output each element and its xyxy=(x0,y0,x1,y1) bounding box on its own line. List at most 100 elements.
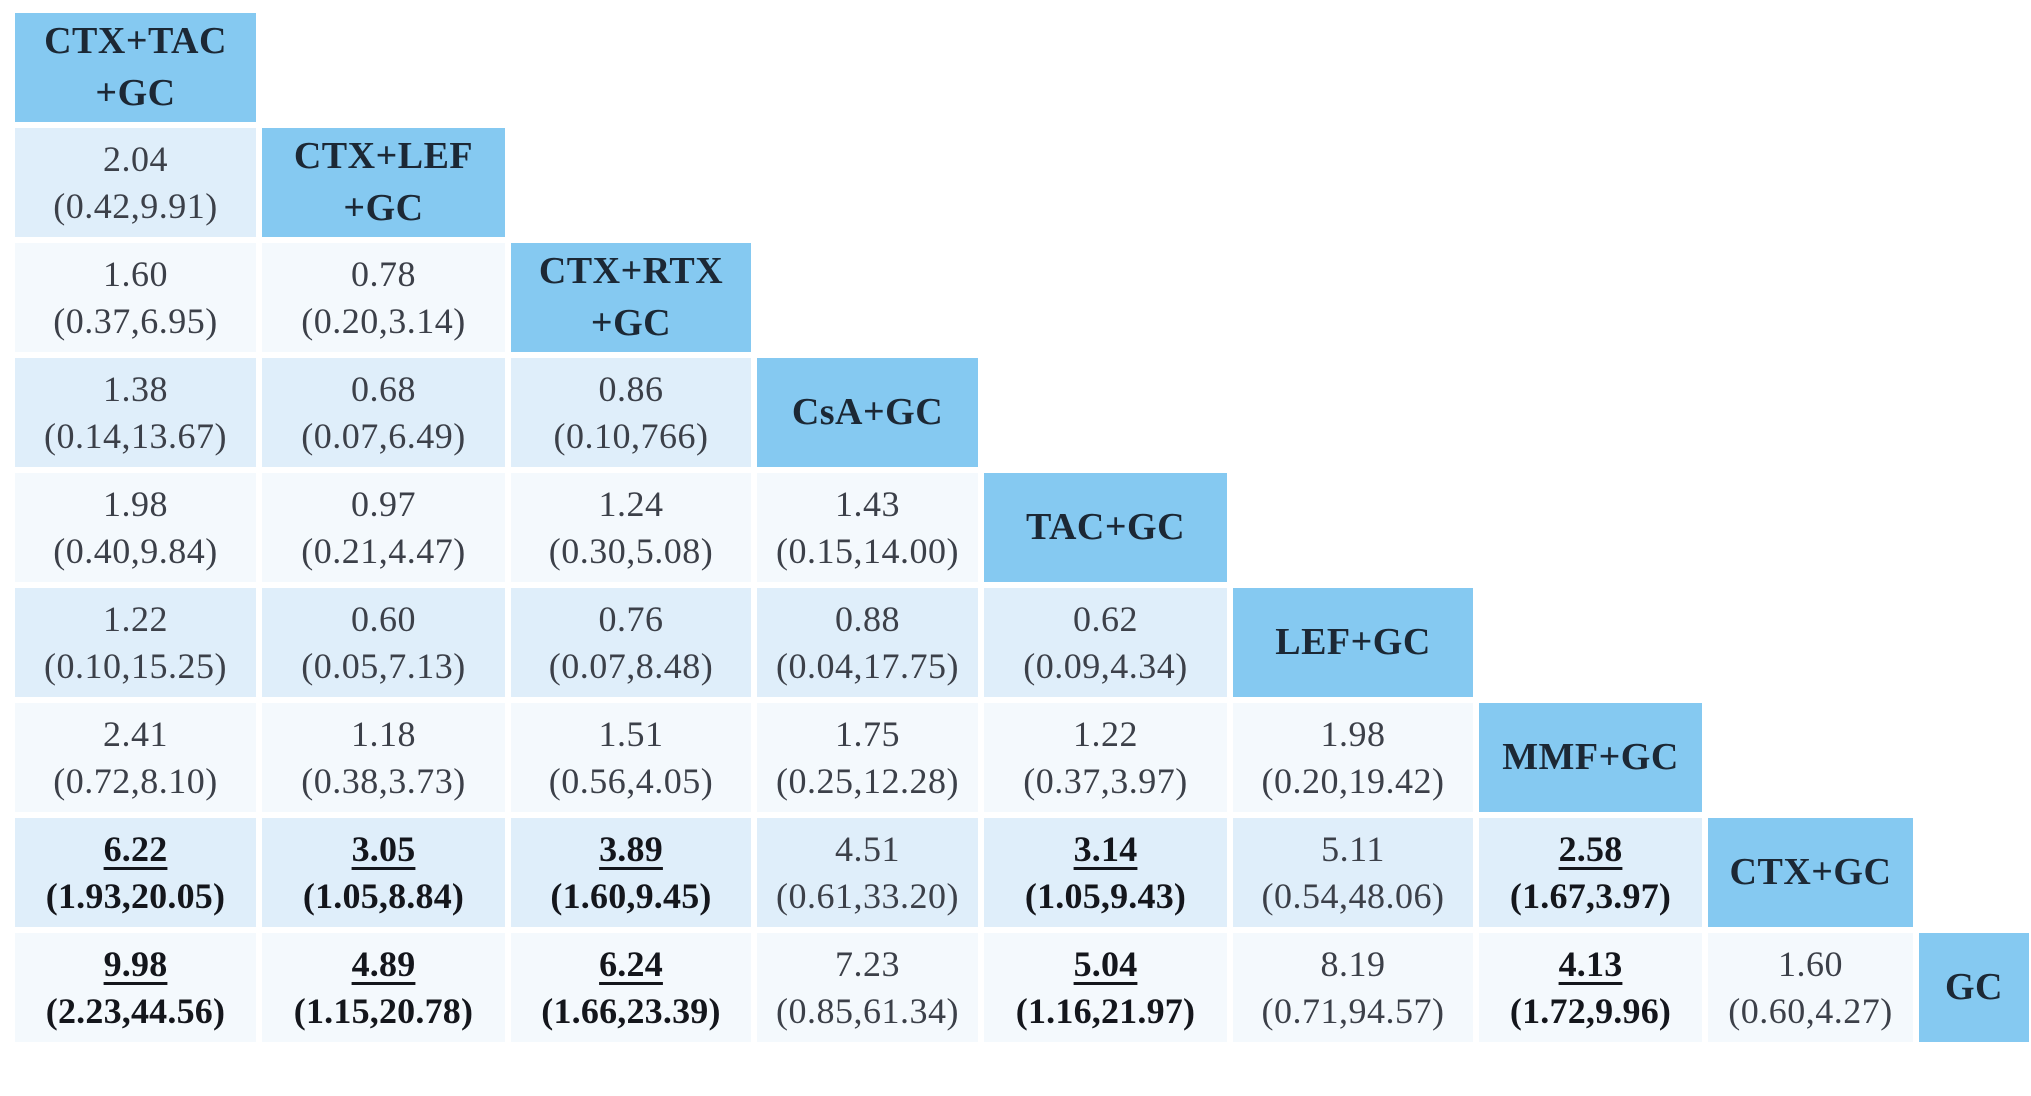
comparison-cell: 1.22 (0.10,15.25) xyxy=(15,588,256,697)
confidence-interval: (1.16,21.97) xyxy=(1015,990,1196,1031)
estimate-value: 3.89 xyxy=(599,829,663,870)
confidence-interval: (0.09,4.34) xyxy=(1023,645,1188,686)
comparison-cell: 2.58 (1.67,3.97) xyxy=(1479,818,1702,927)
confidence-interval: (0.20,3.14) xyxy=(301,300,466,341)
treatment-cell: CTX+TAC +GC xyxy=(15,13,256,122)
treatment-label: +GC xyxy=(95,71,176,114)
treatment-label: LEF+GC xyxy=(1275,620,1431,663)
estimate-value: 7.23 xyxy=(835,944,900,985)
treatment-cell: CsA+GC xyxy=(757,358,978,467)
confidence-interval: (0.25,12.28) xyxy=(776,760,959,801)
treatment-cell: GC xyxy=(1919,933,2029,1042)
confidence-interval: (0.71,94.57) xyxy=(1261,990,1445,1031)
confidence-interval: (0.20,19.42) xyxy=(1261,760,1445,801)
comparison-cell: 0.78 (0.20,3.14) xyxy=(262,243,505,352)
estimate-value: 1.18 xyxy=(351,714,416,755)
estimate-value: 4.51 xyxy=(835,829,900,870)
comparison-cell: 0.60 (0.05,7.13) xyxy=(262,588,505,697)
confidence-interval: (0.37,3.97) xyxy=(1023,760,1188,801)
comparison-cell: 5.11 (0.54,48.06) xyxy=(1233,818,1473,927)
estimate-value: 1.22 xyxy=(103,599,168,640)
comparison-cell: 1.98 (0.40,9.84) xyxy=(15,473,256,582)
estimate-value: 6.22 xyxy=(103,829,168,870)
treatment-cell: CTX+LEF +GC xyxy=(262,128,505,237)
treatment-cell: CTX+RTX +GC xyxy=(511,243,751,352)
table-row: 9.98 (2.23,44.56) 4.89 (1.15,20.78) 6.24 (1.6… xyxy=(15,933,2029,1042)
comparison-cell: 0.62 (0.09,4.34) xyxy=(984,588,1227,697)
table-row: 6.22 (1.93,20.05) 3.05 (1.05,8.84) 3.89 (1.60… xyxy=(15,818,2029,927)
comparison-cell: 1.24 (0.30,5.08) xyxy=(511,473,751,582)
estimate-value: 5.11 xyxy=(1321,829,1385,870)
table-row: CTX+TAC +GC xyxy=(15,13,2029,122)
comparison-cell: 1.60 (0.37,6.95) xyxy=(15,243,256,352)
comparison-cell: 0.97 (0.21,4.47) xyxy=(262,473,505,582)
comparison-cell: 3.14 (1.05,9.43) xyxy=(984,818,1227,927)
comparison-cell: 1.18 (0.38,3.73) xyxy=(262,703,505,812)
estimate-value: 2.04 xyxy=(103,139,168,180)
confidence-interval: (1.05,9.43) xyxy=(1024,875,1187,916)
treatment-label: CTX+LEF xyxy=(293,135,474,178)
comparison-cell: 1.22 (0.37,3.97) xyxy=(984,703,1227,812)
comparison-cell: 1.51 (0.56,4.05) xyxy=(511,703,751,812)
confidence-interval: (0.30,5.08) xyxy=(548,530,714,571)
table-row: 1.22 (0.10,15.25) 0.60 (0.05,7.13) 0.76 (0.07… xyxy=(15,588,2029,697)
comparison-cell: 2.04 (0.42,9.91) xyxy=(15,128,256,237)
comparison-cell: 7.23 (0.85,61.34) xyxy=(757,933,978,1042)
league-table-body: CTX+TAC +GC 2.04 (0.42,9.91) CTX+LEF +GC 1.60 (… xyxy=(15,13,2029,1042)
treatment-label: GC xyxy=(1945,965,2003,1008)
estimate-value: 1.60 xyxy=(103,254,168,295)
confidence-interval: (1.93,20.05) xyxy=(45,875,226,916)
table-row: 1.98 (0.40,9.84) 0.97 (0.21,4.47) 1.24 (0.30,… xyxy=(15,473,2029,582)
table-row: 2.04 (0.42,9.91) CTX+LEF +GC xyxy=(15,128,2029,237)
comparison-cell: 4.51 (0.61,33.20) xyxy=(757,818,978,927)
estimate-value: 1.38 xyxy=(103,369,168,410)
treatment-label: TAC+GC xyxy=(1025,505,1186,548)
league-table-container: CTX+TAC +GC 2.04 (0.42,9.91) CTX+LEF +GC 1.60 (… xyxy=(9,7,2031,1048)
confidence-interval: (0.04,17.75) xyxy=(776,645,959,686)
estimate-value: 3.05 xyxy=(351,829,416,870)
estimate-value: 0.97 xyxy=(351,484,416,525)
confidence-interval: (0.07,6.49) xyxy=(301,415,466,456)
comparison-cell: 8.19 (0.71,94.57) xyxy=(1233,933,1473,1042)
treatment-cell: MMF+GC xyxy=(1479,703,1702,812)
comparison-cell: 0.88 (0.04,17.75) xyxy=(757,588,978,697)
estimate-value: 1.51 xyxy=(598,714,664,755)
estimate-value: 2.58 xyxy=(1558,829,1623,870)
table-row: 1.38 (0.14,13.67) 0.68 (0.07,6.49) 0.86 (0.10… xyxy=(15,358,2029,467)
treatment-label: CTX+TAC xyxy=(44,20,227,63)
comparison-cell: 6.22 (1.93,20.05) xyxy=(15,818,256,927)
comparison-cell: 0.76 (0.07,8.48) xyxy=(511,588,751,697)
confidence-interval: (0.85,61.34) xyxy=(776,990,959,1031)
league-table: CTX+TAC +GC 2.04 (0.42,9.91) CTX+LEF +GC 1.60 (… xyxy=(9,7,2031,1048)
comparison-cell: 5.04 (1.16,21.97) xyxy=(984,933,1227,1042)
confidence-interval: (0.60,4.27) xyxy=(1728,990,1893,1031)
comparison-cell: 0.86 (0.10,766) xyxy=(511,358,751,467)
comparison-cell: 6.24 (1.66,23.39) xyxy=(511,933,751,1042)
treatment-label: MMF+GC xyxy=(1502,735,1679,778)
estimate-value: 0.62 xyxy=(1073,599,1138,640)
confidence-interval: (0.14,13.67) xyxy=(44,415,227,456)
confidence-interval: (0.42,9.91) xyxy=(53,185,218,226)
estimate-value: 1.24 xyxy=(598,484,664,525)
estimate-value: 0.76 xyxy=(598,599,664,640)
comparison-cell: 1.60 (0.60,4.27) xyxy=(1708,933,1913,1042)
comparison-cell: 2.41 (0.72,8.10) xyxy=(15,703,256,812)
treatment-cell: LEF+GC xyxy=(1233,588,1473,697)
confidence-interval: (1.05,8.84) xyxy=(302,875,465,916)
estimate-value: 8.19 xyxy=(1320,944,1386,985)
estimate-value: 0.68 xyxy=(351,369,416,410)
confidence-interval: (0.37,6.95) xyxy=(53,300,218,341)
confidence-interval: (0.61,33.20) xyxy=(776,875,959,916)
confidence-interval: (1.72,9.96) xyxy=(1509,990,1672,1031)
comparison-cell: 9.98 (2.23,44.56) xyxy=(15,933,256,1042)
comparison-cell: 1.75 (0.25,12.28) xyxy=(757,703,978,812)
treatment-label: +GC xyxy=(343,186,424,229)
estimate-value: 1.22 xyxy=(1073,714,1138,755)
estimate-value: 1.75 xyxy=(835,714,900,755)
confidence-interval: (0.56,4.05) xyxy=(548,760,714,801)
treatment-label: CTX+RTX xyxy=(538,250,724,293)
confidence-interval: (0.40,9.84) xyxy=(53,530,218,571)
table-row: 1.60 (0.37,6.95) 0.78 (0.20,3.14) CTX+RTX +GC xyxy=(15,243,2029,352)
comparison-cell: 3.05 (1.05,8.84) xyxy=(262,818,505,927)
comparison-cell: 0.68 (0.07,6.49) xyxy=(262,358,505,467)
